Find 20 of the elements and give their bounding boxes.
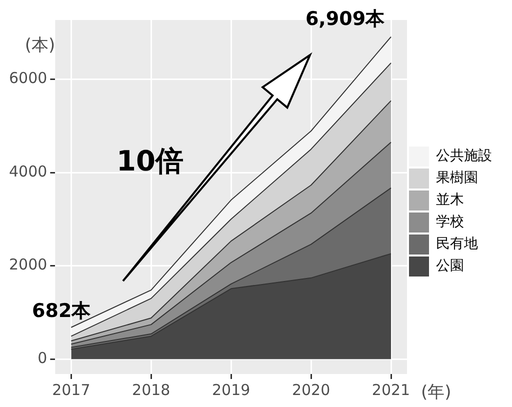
x-tick-label: 2021 <box>372 380 410 399</box>
x-axis-title: (年) <box>421 382 452 402</box>
legend-label: 並木 <box>436 192 464 208</box>
x-tick-label: 2020 <box>292 380 330 399</box>
annotation: 6,909本 <box>305 8 386 30</box>
y-tick-label: 6000 <box>8 69 48 88</box>
y-axis-title: (本) <box>24 35 56 56</box>
y-tick-label: 4000 <box>8 162 48 180</box>
x-tick-label: 2018 <box>132 380 170 399</box>
legend-label: 民有地 <box>436 236 478 252</box>
annotation: 682本 <box>32 300 92 322</box>
legend-label: 公共施設 <box>436 148 492 164</box>
y-tick-label: 2000 <box>8 256 48 274</box>
y-tick-label: 0 <box>38 348 48 367</box>
annotation: 10倍 <box>116 144 184 178</box>
legend-label: 果樹園 <box>436 170 478 186</box>
legend-label: 公園 <box>436 258 464 274</box>
x-tick-label: 2019 <box>212 380 250 399</box>
legend-label: 学校 <box>436 214 464 230</box>
x-tick-label: 2017 <box>52 380 90 399</box>
